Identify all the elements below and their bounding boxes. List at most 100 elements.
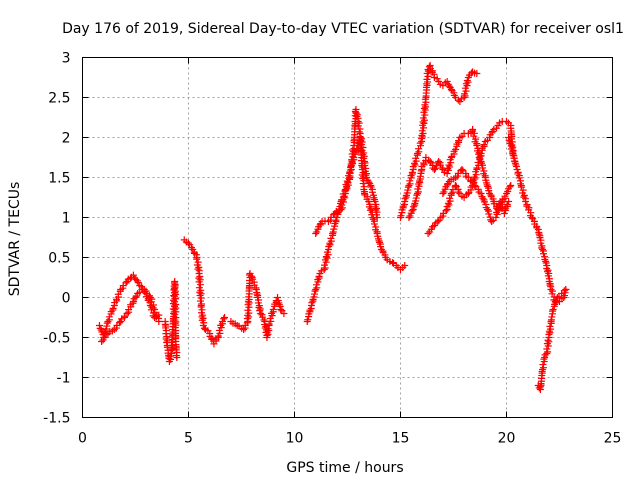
data-point-marker: [342, 186, 350, 194]
data-point-marker: [361, 161, 369, 169]
data-point-marker: [312, 230, 320, 237]
data-point-marker: [373, 214, 381, 221]
data-point-marker: [520, 193, 528, 201]
data-point-marker: [479, 194, 487, 202]
data-point-marker: [516, 180, 524, 188]
data-point-marker: [359, 143, 367, 151]
y-tick-label: 1: [62, 211, 71, 227]
data-point-marker: [323, 254, 331, 262]
data-point-marker: [528, 214, 536, 221]
data-point-marker: [507, 182, 515, 189]
data-point-marker: [540, 355, 548, 363]
plot-frame: [82, 57, 613, 418]
data-point-marker: [401, 195, 409, 203]
data-point-marker: [535, 230, 543, 238]
data-point-marker: [354, 122, 362, 130]
data-point-marker: [477, 150, 485, 157]
data-point-marker: [533, 224, 541, 232]
data-point-marker: [277, 306, 285, 313]
data-point-marker: [357, 141, 365, 149]
data-point-marker: [257, 310, 265, 317]
data-point-marker: [359, 180, 367, 188]
data-point-marker: [552, 297, 560, 305]
data-point-marker: [423, 75, 431, 83]
data-point-marker: [401, 262, 409, 269]
data-point-marker: [447, 190, 455, 197]
x-tick-label: 25: [604, 431, 622, 447]
y-tick-label: -1: [57, 371, 71, 387]
data-point-marker: [413, 150, 421, 157]
data-point-marker: [539, 246, 547, 253]
data-point-marker: [514, 170, 522, 178]
x-tick-label: 0: [78, 431, 87, 447]
data-point-marker: [332, 208, 340, 216]
data-point-marker: [553, 294, 561, 301]
data-point-marker: [304, 316, 312, 324]
data-point-marker: [255, 304, 263, 312]
axis-ticks: 0 5 10 15 20 25 -1.5 -1 -0.5 0 0.5 1 1.5 2 2.5 3: [43, 51, 621, 447]
data-point-marker: [452, 182, 460, 189]
data-point-marker: [478, 144, 486, 152]
data-point-marker: [439, 190, 447, 197]
data-point-marker: [410, 203, 418, 211]
data-point-marker: [98, 338, 106, 345]
y-tick-label: 3: [62, 51, 71, 67]
data-point-marker: [547, 286, 555, 293]
data-point-marker: [463, 76, 471, 84]
data-point-marker: [408, 207, 416, 215]
data-point-marker: [434, 218, 442, 226]
data-point-marker: [325, 242, 333, 250]
data-point-marker: [430, 166, 438, 173]
data-point-marker: [368, 188, 376, 196]
data-point-marker: [249, 275, 257, 283]
data-point-marker: [540, 250, 548, 258]
data-point-marker: [539, 361, 547, 369]
y-tick-label: -1.5: [43, 411, 70, 427]
data-point-marker: [104, 318, 112, 325]
data-point-marker: [389, 259, 397, 267]
data-point-marker: [370, 220, 378, 228]
data-point-marker: [546, 322, 554, 330]
data-point-marker: [473, 70, 481, 77]
data-point-marker: [173, 354, 181, 361]
data-point-marker: [543, 268, 551, 276]
data-point-marker: [260, 316, 268, 324]
data-point-marker: [308, 299, 316, 307]
data-point-marker: [480, 141, 488, 149]
x-tick-label: 5: [184, 431, 193, 447]
data-point-marker: [492, 214, 500, 221]
data-point-marker: [185, 239, 192, 247]
data-point-marker: [349, 146, 357, 154]
data-point-marker: [452, 146, 460, 153]
data-point-marker: [344, 178, 352, 186]
data-point-marker: [415, 180, 423, 188]
data-point-marker: [500, 210, 508, 217]
y-tick-label: 0.5: [48, 251, 70, 267]
data-points: [95, 62, 570, 393]
data-point-marker: [376, 238, 384, 246]
data-point-marker: [306, 306, 314, 314]
x-tick-label: 10: [286, 431, 304, 447]
data-point-marker: [399, 202, 407, 210]
data-point-marker: [505, 198, 513, 205]
data-point-marker: [435, 158, 443, 165]
data-point-marker: [122, 279, 130, 287]
data-point-marker: [397, 212, 405, 220]
data-point-marker: [562, 286, 570, 293]
data-point-marker: [146, 294, 154, 301]
data-point-marker: [512, 163, 520, 171]
data-point-marker: [263, 328, 271, 336]
data-point-marker: [96, 324, 104, 332]
y-tick-label: 1.5: [48, 171, 70, 187]
data-point-marker: [548, 313, 556, 321]
y-axis-label: SDTVAR / TECUs: [7, 182, 23, 297]
data-point-marker: [549, 307, 557, 315]
data-point-marker: [505, 136, 513, 144]
y-tick-label: -0.5: [43, 331, 70, 347]
data-point-marker: [454, 188, 462, 196]
data-point-marker: [551, 300, 559, 308]
data-point-marker: [484, 182, 492, 190]
data-point-marker: [413, 191, 421, 199]
data-point-marker: [149, 304, 157, 312]
